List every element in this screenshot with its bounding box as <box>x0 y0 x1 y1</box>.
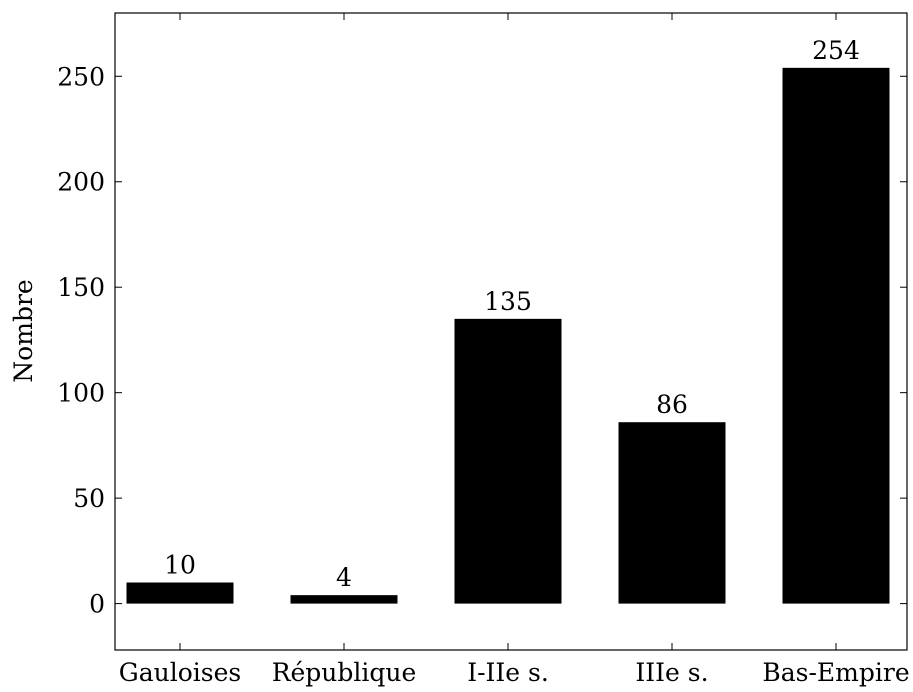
bar <box>290 595 398 604</box>
y-tick-label: 100 <box>57 379 105 408</box>
bar-value-label: 10 <box>164 551 196 580</box>
bar-value-label: 86 <box>656 390 688 419</box>
bar-value-label: 4 <box>336 563 352 592</box>
bar-value-label: 254 <box>812 36 860 65</box>
x-tick-label: Gauloises <box>119 658 241 687</box>
bars <box>126 67 890 604</box>
bar-value-label: 135 <box>484 287 532 316</box>
x-tick-label: IIIe s. <box>635 658 708 687</box>
bar <box>126 582 234 604</box>
bar <box>454 318 562 604</box>
plot-frame <box>114 12 908 651</box>
y-axis-label: Nombre <box>9 279 38 382</box>
y-tick-label: 50 <box>73 484 105 513</box>
bar-value-labels: 10 4 135 86 254 <box>164 36 860 592</box>
y-tick-label: 150 <box>57 273 105 302</box>
y-tick-label: 200 <box>57 168 105 197</box>
x-tick-label: Bas-Empire <box>762 658 909 687</box>
x-tick-label: I-IIe s. <box>467 658 549 687</box>
x-tick-label: République <box>272 658 417 687</box>
y-tick-label: 0 <box>89 590 105 619</box>
x-axis-ticks: Gauloises République I-IIe s. IIIe s. Bas-Em… <box>119 13 910 687</box>
y-axis-ticks: 0 50 100 150 200 250 <box>57 62 907 619</box>
bar <box>618 422 726 604</box>
y-tick-label: 250 <box>57 62 105 91</box>
bar <box>782 67 890 604</box>
